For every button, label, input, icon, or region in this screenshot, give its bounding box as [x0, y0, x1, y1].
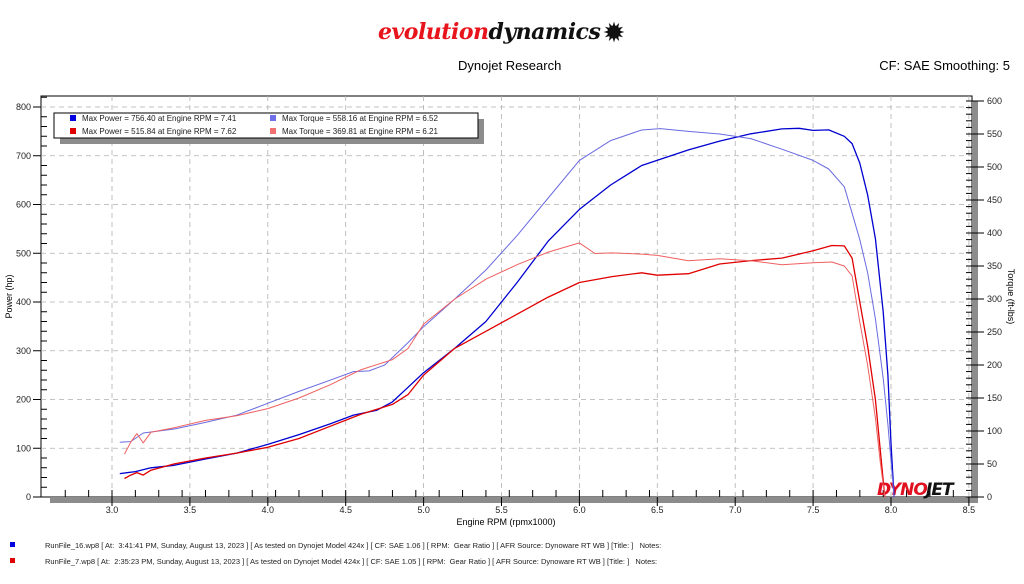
svg-text:3.0: 3.0	[106, 505, 119, 515]
logo-text-dynamics: dynamics	[488, 19, 601, 45]
svg-text:550: 550	[987, 129, 1002, 139]
svg-text:0: 0	[26, 492, 31, 502]
svg-text:150: 150	[987, 393, 1002, 403]
run-color-swatch	[10, 558, 15, 563]
svg-text:5.5: 5.5	[495, 505, 508, 515]
svg-text:250: 250	[987, 327, 1002, 337]
svg-text:500: 500	[987, 162, 1002, 172]
svg-text:Max Power = 515.84 at Engine R: Max Power = 515.84 at Engine RPM = 7.62	[82, 127, 237, 136]
logo-text-evolution: evolution	[378, 19, 489, 45]
svg-text:4.0: 4.0	[262, 505, 275, 515]
axes: 0 100 200 300 400 500 600 700 800 Power (hp) 0 50 10…	[4, 96, 1016, 527]
svg-text:6.5: 6.5	[651, 505, 664, 515]
dynojet-watermark: DYNO JET	[877, 480, 956, 500]
svg-text:Torque (ft-lbs): Torque (ft-lbs)	[1006, 269, 1016, 325]
svg-text:300: 300	[16, 346, 31, 356]
svg-text:Engine RPM (rpmx1000): Engine RPM (rpmx1000)	[456, 517, 555, 527]
svg-text:800: 800	[16, 102, 31, 112]
svg-text:Max Power = 756.40 at Engine R: Max Power = 756.40 at Engine RPM = 7.41	[82, 114, 237, 123]
svg-text:400: 400	[16, 297, 31, 307]
svg-text:5.0: 5.0	[417, 505, 430, 515]
svg-text:6.0: 6.0	[573, 505, 586, 515]
run-info-text: RunFile_16.wp8 [ At: 3:41:41 PM, Sunday,…	[45, 541, 662, 550]
svg-text:350: 350	[987, 261, 1002, 271]
svg-text:500: 500	[16, 248, 31, 258]
svg-text:3.5: 3.5	[184, 505, 197, 515]
svg-text:200: 200	[987, 360, 1002, 370]
run-info-row-2: RunFile_7.wp8 [ At: 2:35:23 PM, Sunday, …	[0, 557, 657, 584]
svg-text:7.0: 7.0	[729, 505, 742, 515]
run-info-row-1: RunFile_16.wp8 [ At: 3:41:41 PM, Sunday,…	[0, 541, 661, 568]
chart-title: Dynojet Research	[458, 58, 562, 73]
run-color-swatch	[10, 542, 15, 547]
svg-text:600: 600	[16, 200, 31, 210]
run-info-text: RunFile_7.wp8 [ At: 2:35:23 PM, Sunday, …	[45, 557, 658, 566]
svg-text:100: 100	[16, 443, 31, 453]
svg-text:400: 400	[987, 228, 1002, 238]
svg-text:4.5: 4.5	[339, 505, 352, 515]
correction-factor-label: CF: SAE Smoothing: 5	[879, 58, 1010, 73]
evolution-dynamics-logo: evolution dynamics	[378, 14, 625, 50]
svg-text:100: 100	[987, 426, 1002, 436]
svg-text:Power (hp): Power (hp)	[4, 274, 14, 318]
svg-text:Max Torque = 369.81 at Engine: Max Torque = 369.81 at Engine RPM = 6.21	[282, 127, 439, 136]
grid-lines	[40, 95, 978, 503]
svg-text:8.0: 8.0	[885, 505, 898, 515]
svg-text:8.5: 8.5	[963, 505, 976, 515]
svg-text:JET: JET	[923, 480, 955, 500]
svg-text:50: 50	[987, 459, 997, 469]
svg-text:600: 600	[987, 96, 1002, 106]
svg-text:700: 700	[16, 151, 31, 161]
svg-text:Max Torque = 558.16 at Engine: Max Torque = 558.16 at Engine RPM = 6.52	[282, 114, 439, 123]
svg-text:450: 450	[987, 195, 1002, 205]
gear-icon	[603, 21, 625, 43]
svg-text:300: 300	[987, 294, 1002, 304]
legend-box: Max Power = 756.40 at Engine RPM = 7.41 M…	[53, 112, 484, 144]
svg-text:7.5: 7.5	[807, 505, 820, 515]
svg-text:200: 200	[16, 395, 31, 405]
dyno-chart: 0 100 200 300 400 500 600 700 800 Power (hp) 0 50 10…	[4, 95, 1016, 527]
curves	[119, 127, 895, 498]
svg-text:0: 0	[987, 492, 992, 502]
svg-text:DYNO: DYNO	[877, 480, 927, 500]
